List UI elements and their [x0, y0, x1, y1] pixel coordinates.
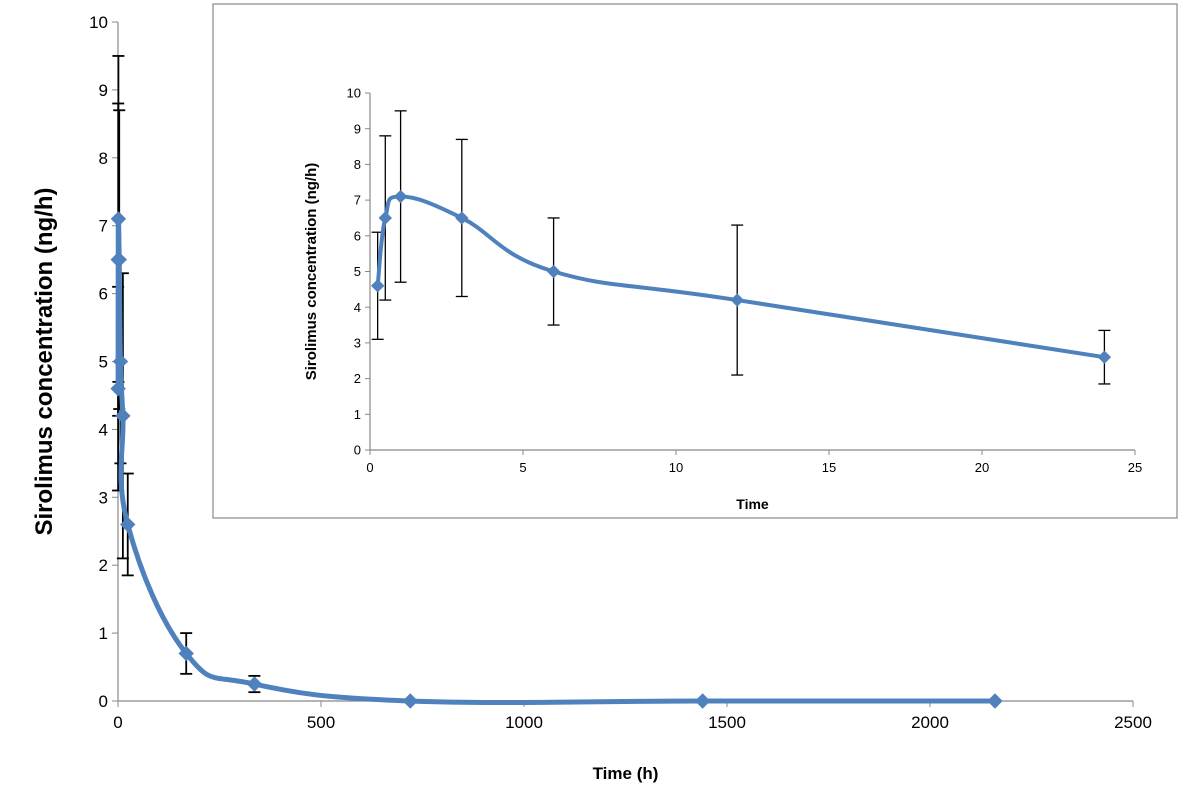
- main-y-axis-title: Sirolimus concentration (ng/h): [31, 187, 58, 535]
- inset-frame: [212, 3, 1178, 519]
- inset-y-tick-label: 3: [354, 335, 361, 350]
- main-y-tick-label: 6: [99, 285, 108, 304]
- inset-data-point: [1097, 350, 1112, 364]
- inset-y-tick-label: 2: [354, 371, 361, 386]
- main-data-point: [115, 408, 131, 424]
- inset-y-tick-label: 1: [354, 407, 361, 422]
- main-x-axis-title: Time (h): [593, 764, 659, 783]
- inset-data-point: [455, 211, 469, 225]
- inset-y-tick-label: 4: [354, 300, 361, 315]
- inset-y-tick-label: 7: [354, 193, 361, 208]
- main-x-tick-label: 2000: [911, 713, 949, 732]
- main-y-tick-label: 1: [99, 624, 108, 643]
- main-x-tick-label: 2500: [1114, 713, 1152, 732]
- main-x-tick-label: 1500: [708, 713, 746, 732]
- inset-series-line: [375, 194, 1105, 360]
- inset-y-tick-label: 0: [354, 443, 361, 458]
- main-y-tick-label: 3: [99, 488, 108, 507]
- inset-x-tick-label: 15: [822, 460, 836, 475]
- inset-y-tick-label: 9: [354, 121, 361, 136]
- main-y-tick-label: 0: [99, 692, 108, 711]
- main-data-point: [987, 693, 1003, 709]
- main-y-tick-label: 9: [99, 81, 108, 100]
- inset-y-axis-title: Sirolimus concentration (ng/h): [303, 163, 320, 381]
- main-x-tick-label: 1000: [505, 713, 543, 732]
- main-data-point: [111, 251, 127, 268]
- inset-x-tick-label: 25: [1128, 460, 1142, 475]
- inset-x-tick-label: 10: [669, 460, 683, 475]
- main-y-tick-label: 8: [99, 149, 108, 168]
- inset-data-point: [730, 293, 744, 307]
- main-data-point: [120, 516, 136, 533]
- main-data-point: [246, 676, 263, 692]
- main-y-tick-label: 4: [99, 420, 108, 439]
- main-data-point: [694, 693, 711, 709]
- main-data-point: [402, 693, 419, 709]
- main-x-tick-label: 0: [113, 713, 122, 732]
- main-y-tick-label: 2: [99, 556, 108, 575]
- main-data-point: [110, 380, 126, 397]
- inset-plot: 0 1 2 3 4 5 6 7 8 9 10 0 5 10 15 20 25 Time Sirolimus conc…: [303, 86, 1142, 512]
- inset-data-point: [393, 189, 408, 204]
- main-y-tick-label: 7: [99, 217, 108, 236]
- inset-data-point: [378, 211, 393, 225]
- inset-x-tick-label: 0: [366, 460, 373, 475]
- main-y-tick-label: 10: [89, 13, 108, 32]
- inset-y-tick-label: 5: [354, 264, 361, 279]
- inset-x-axis-title: Time: [736, 496, 769, 512]
- main-data-point: [178, 645, 194, 662]
- inset-y-tick-label: 10: [347, 86, 361, 101]
- main-y-tick-label: 5: [99, 352, 108, 371]
- main-data-point: [110, 211, 127, 227]
- main-data-point: [112, 353, 129, 370]
- main-x-tick-label: 500: [307, 713, 335, 732]
- inset-x-tick-label: 5: [519, 460, 526, 475]
- inset-y-tick-label: 6: [354, 228, 361, 243]
- inset-data-point: [546, 264, 561, 279]
- inset-x-tick-label: 20: [975, 460, 989, 475]
- inset-y-tick-label: 8: [354, 157, 361, 172]
- inset-data-point: [370, 279, 385, 293]
